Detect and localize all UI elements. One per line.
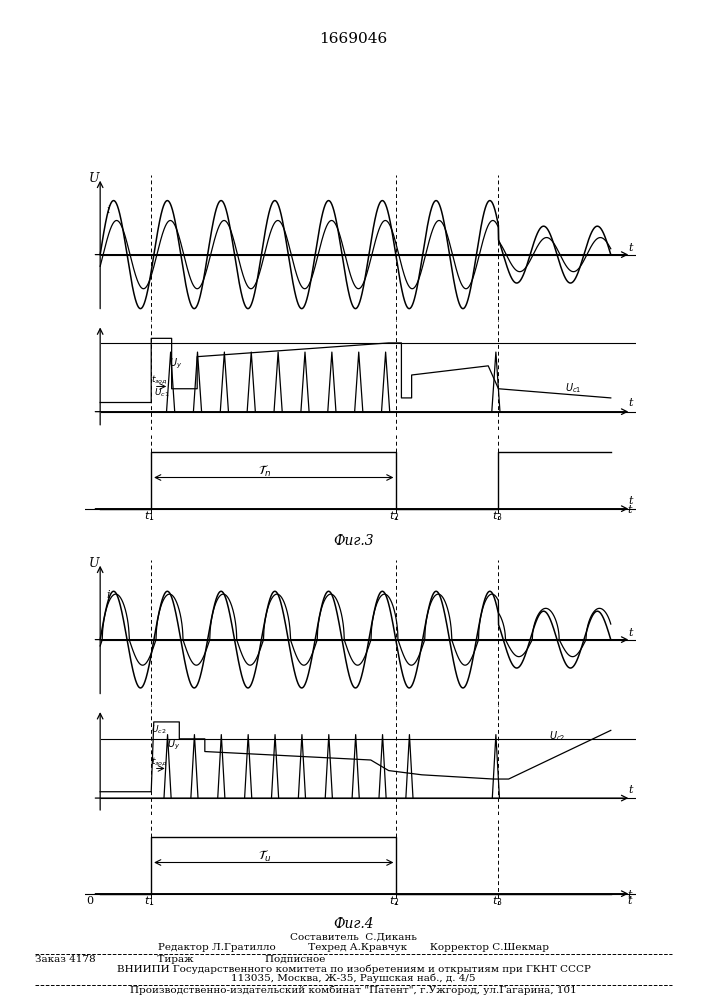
Text: $t_3$: $t_3$ — [492, 894, 503, 908]
Text: Фиг.4: Фиг.4 — [333, 917, 374, 931]
Text: 0: 0 — [86, 896, 93, 906]
Text: Заказ 4178                   Тираж                      Подписное: Заказ 4178 Тираж Подписное — [35, 955, 326, 964]
Text: $t_1$: $t_1$ — [144, 509, 154, 523]
Text: t: t — [629, 496, 633, 506]
Text: $U_{c2}$: $U_{c2}$ — [549, 729, 566, 743]
Text: $U_{c1}$: $U_{c1}$ — [154, 387, 169, 399]
Text: $U_y$: $U_y$ — [169, 356, 182, 371]
Text: t: t — [627, 505, 631, 515]
Text: U: U — [89, 172, 100, 185]
Text: t: t — [627, 896, 631, 906]
Text: Фиг.3: Фиг.3 — [333, 534, 374, 548]
Text: $\mathcal{T}_u$: $\mathcal{T}_u$ — [259, 849, 272, 864]
Text: $t_{зод}$: $t_{зод}$ — [151, 374, 168, 386]
Text: $U_y$: $U_y$ — [167, 738, 180, 752]
Text: $t_{зод}$: $t_{зод}$ — [151, 755, 168, 768]
Text: t: t — [629, 243, 633, 253]
Text: Производственно-издательский комбинат "Патент", г.Ужгород, ул.Гагарина, 101: Производственно-издательский комбинат "П… — [130, 986, 577, 995]
Text: U: U — [89, 557, 100, 570]
Text: Редактор Л.Гратилло          Техред А.Кравчук       Корректор С.Шекмар: Редактор Л.Гратилло Техред А.Кравчук Кор… — [158, 943, 549, 952]
Text: $U_{c1}$: $U_{c1}$ — [565, 381, 581, 395]
Text: $t_1$: $t_1$ — [144, 894, 154, 908]
Text: t: t — [629, 398, 633, 408]
Text: t: t — [629, 785, 633, 795]
Text: $\mathcal{T}_n$: $\mathcal{T}_n$ — [259, 464, 272, 479]
Text: $t_2$: $t_2$ — [389, 509, 399, 523]
Text: $t_2$: $t_2$ — [389, 894, 399, 908]
Text: $U_{c2}$: $U_{c2}$ — [151, 724, 167, 736]
Text: $t_3$: $t_3$ — [492, 509, 503, 523]
Text: 113035, Москва, Ж-35, Раушская наб., д. 4/5: 113035, Москва, Ж-35, Раушская наб., д. … — [231, 974, 476, 983]
Text: i: i — [106, 205, 110, 215]
Text: t: t — [629, 628, 633, 638]
Text: 1669046: 1669046 — [320, 32, 387, 46]
Text: i: i — [106, 590, 110, 600]
Text: Составитель  С.Дикань: Составитель С.Дикань — [290, 933, 417, 942]
Text: ВНИИПИ Государственного комитета по изобретениям и открытиям при ГКНТ СССР: ВНИИПИ Государственного комитета по изоб… — [117, 964, 590, 974]
Text: t: t — [627, 890, 631, 900]
